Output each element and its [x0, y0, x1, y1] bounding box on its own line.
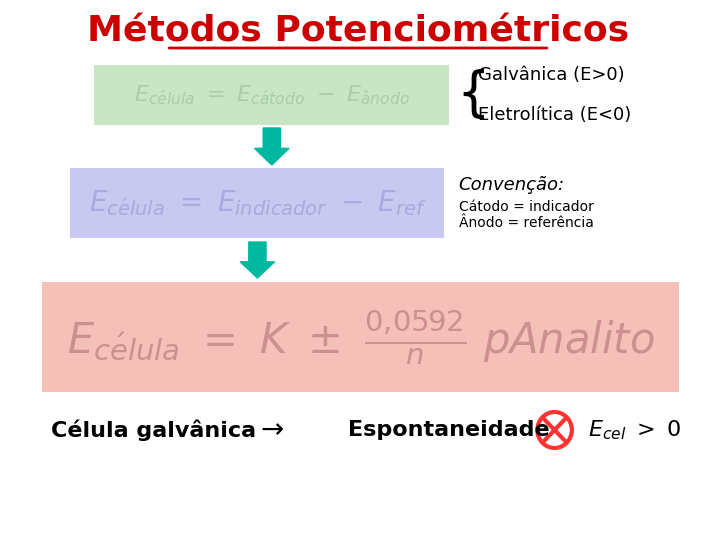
Text: Convenção:: Convenção: — [459, 176, 564, 194]
Text: $E_{c\acute{e}lula}\ =\ E_{c\acute{a}todo}\ -\ E_{\hat{a}nodo}$: $E_{c\acute{e}lula}\ =\ E_{c\acute{a}tod… — [134, 83, 410, 107]
Text: Espontaneidade: Espontaneidade — [348, 420, 550, 440]
Text: Cátodo = indicador: Cátodo = indicador — [459, 200, 593, 214]
FancyBboxPatch shape — [94, 65, 449, 125]
Text: {: { — [456, 69, 490, 121]
Text: $E_{cel}\ >\ 0$: $E_{cel}\ >\ 0$ — [588, 418, 682, 442]
Text: $E_{c\acute{e}lula}\ =\ K\ \pm\ \frac{0{,}0592}{n}\ pAnalito$: $E_{c\acute{e}lula}\ =\ K\ \pm\ \frac{0{… — [66, 307, 654, 367]
Text: Galvânica (E>0): Galvânica (E>0) — [478, 66, 624, 84]
FancyArrow shape — [240, 242, 274, 278]
Text: Eletrolítica (E<0): Eletrolítica (E<0) — [478, 106, 631, 124]
Text: Célula galvânica: Célula galvânica — [51, 419, 256, 441]
FancyBboxPatch shape — [42, 282, 679, 392]
FancyBboxPatch shape — [71, 168, 444, 238]
FancyArrow shape — [255, 128, 289, 165]
Text: $E_{c\acute{e}lula}\ =\ E_{indicador}\ -\ E_{ref}$: $E_{c\acute{e}lula}\ =\ E_{indicador}\ -… — [89, 188, 426, 218]
Text: Ânodo = referência: Ânodo = referência — [459, 216, 593, 230]
Text: Métodos Potenciométricos: Métodos Potenciométricos — [87, 15, 629, 49]
Text: →: → — [260, 416, 284, 444]
